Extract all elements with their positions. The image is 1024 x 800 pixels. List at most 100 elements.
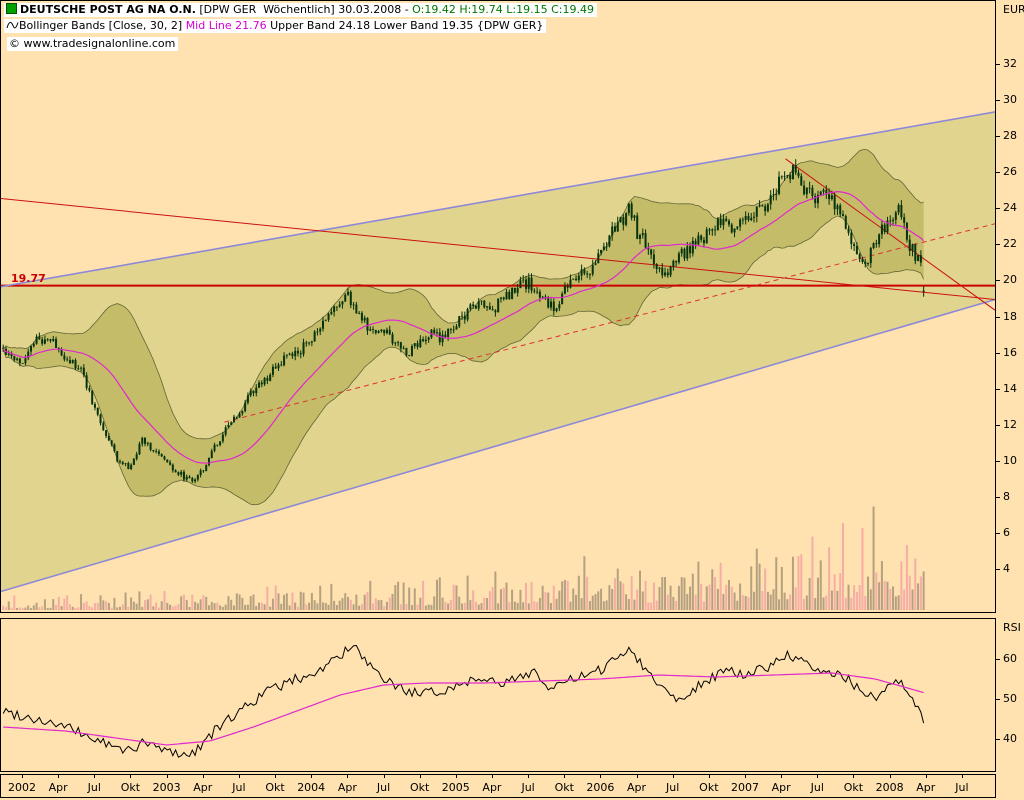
bollinger-mid-line [2, 191, 925, 464]
time-axis-label: Jul [376, 781, 391, 794]
time-axis-tick [383, 775, 385, 778]
price-tick-label: 22 [1003, 237, 1017, 251]
time-axis-label: Okt [843, 781, 864, 794]
instrument-name: DEUTSCHE POST AG NA O.N. [20, 3, 196, 16]
time-axis-tick [600, 775, 602, 778]
time-axis-label: 2003 [152, 781, 181, 794]
time-axis-tick [636, 775, 638, 778]
value-axis: EUR 32 30 28 26 24 22 20 18 16 14 12 10 8 6 4 RSI 60 50 40 [996, 0, 1024, 800]
indicator-name: Bollinger Bands [Close, 30, 2] [19, 19, 186, 32]
axis-tick [996, 172, 1000, 174]
time-axis-tick [708, 775, 710, 778]
axis-tick [996, 100, 1000, 102]
instrument-header[interactable]: DEUTSCHE POST AG NA O.N. [DPW GER Wöchen… [4, 3, 597, 17]
time-axis: 2002 Apr Jul Okt 2003 Apr Jul Okt 2004 Apr Jul Okt 2… [0, 774, 996, 798]
time-axis-tick [130, 775, 132, 778]
price-chart-canvas[interactable] [1, 1, 995, 612]
price-tick-label: 12 [1003, 417, 1017, 431]
time-axis-tick [202, 775, 204, 778]
axis-tick [996, 496, 1000, 498]
trendlines [1, 111, 995, 593]
instrument-icon [6, 3, 17, 14]
time-axis-label: 2008 [875, 781, 904, 794]
time-axis-label: Okt [554, 781, 574, 794]
rsi-panel[interactable] [0, 618, 996, 772]
axis-tick [996, 64, 1000, 65]
price-tick-label: 8 [1003, 489, 1010, 503]
candlesticks [2, 159, 925, 484]
axis-tick [996, 532, 1000, 534]
rsi-ma-line [3, 672, 924, 746]
rsi-chart-canvas[interactable] [1, 619, 995, 771]
time-axis-label: Okt [265, 781, 285, 794]
axis-tick [996, 352, 1000, 354]
time-axis-label: Jul [810, 781, 824, 794]
time-axis-label: Jul [87, 781, 101, 794]
time-axis-tick [817, 775, 819, 778]
axis-tick [996, 208, 1000, 210]
indicator-header[interactable]: Bollinger Bands [Close, 30, 2] Mid Line … [4, 19, 547, 33]
axis-tick [996, 424, 1000, 426]
time-axis-tick [925, 775, 927, 778]
instrument-detail: [DPW GER Wöchentlich] 30.03.2008 - [195, 3, 413, 16]
time-axis-label: Jul [666, 781, 680, 794]
time-axis-label: Jul [232, 781, 246, 794]
time-axis-tick [853, 775, 855, 778]
time-axis-tick [22, 775, 23, 778]
rsi-tick-label: 40 [1003, 732, 1017, 745]
price-axis-unit: EUR [1003, 3, 1024, 16]
time-axis-tick [491, 775, 493, 778]
axis-tick [996, 460, 1000, 462]
indicator-midline-value: Mid Line 21.76 [185, 19, 267, 32]
rsi-line [2, 644, 925, 758]
price-tick-label: 30 [1003, 93, 1017, 107]
price-panel[interactable]: DEUTSCHE POST AG NA O.N. [DPW GER Wöchen… [0, 0, 996, 613]
time-axis-tick [347, 775, 349, 778]
time-axis-label: Okt [409, 781, 430, 794]
price-tick-label: 26 [1003, 165, 1017, 179]
price-tick-label: 10 [1003, 453, 1017, 467]
time-axis-tick [564, 775, 566, 778]
time-axis-tick [528, 775, 530, 778]
price-tick-label: 20 [1003, 273, 1017, 287]
time-axis-tick [311, 775, 313, 778]
time-axis-label: 2005 [441, 781, 470, 794]
price-tick-label: 16 [1003, 345, 1017, 359]
rsi-tick-label: 50 [1003, 692, 1017, 705]
axis-tick [996, 244, 1000, 246]
time-axis-label: Apr [627, 781, 647, 794]
indicator-header-strip: Bollinger Bands [Close, 30, 2] Mid Line … [4, 19, 547, 33]
time-axis-tick [781, 775, 783, 778]
rsi-axis-label: RSI [1003, 621, 1021, 634]
axis-tick [996, 739, 1000, 740]
price-tick-label: 24 [1003, 201, 1017, 215]
time-axis-tick [94, 775, 96, 778]
time-axis-tick [961, 775, 963, 778]
time-axis-tick [745, 775, 746, 778]
time-axis-tick [672, 775, 674, 778]
price-tick-label: 28 [1003, 129, 1017, 143]
time-axis-label: 2007 [731, 781, 759, 794]
copyright-row: © www.tradesignalonline.com [7, 37, 179, 51]
time-axis-label: 2002 [8, 781, 36, 794]
instrument-header-strip: DEUTSCHE POST AG NA O.N. [DPW GER Wöchen… [4, 3, 597, 17]
ohlc-values: O:19.42 H:19.74 L:19.15 C:19.49 [412, 3, 594, 16]
price-tick-label: 6 [1003, 525, 1010, 539]
time-axis-label: Jul [955, 781, 969, 794]
time-axis-label: Jul [521, 781, 535, 794]
price-tick-label: 18 [1003, 309, 1017, 323]
axis-tick [996, 699, 1000, 700]
time-axis-tick [275, 775, 277, 778]
time-axis-label: Apr [771, 781, 791, 794]
rsi-tick-label: 60 [1003, 652, 1017, 665]
time-axis-label: Apr [48, 781, 68, 794]
time-axis-label: Apr [193, 781, 213, 794]
axis-tick [996, 136, 1000, 138]
time-axis-tick [419, 775, 421, 778]
price-tick-label: 4 [1003, 562, 1010, 575]
time-axis-label: Apr [337, 781, 357, 794]
copyright-label: © www.tradesignalonline.com [7, 37, 179, 51]
time-axis-label: 2004 [297, 781, 326, 794]
axis-tick [996, 388, 1000, 390]
